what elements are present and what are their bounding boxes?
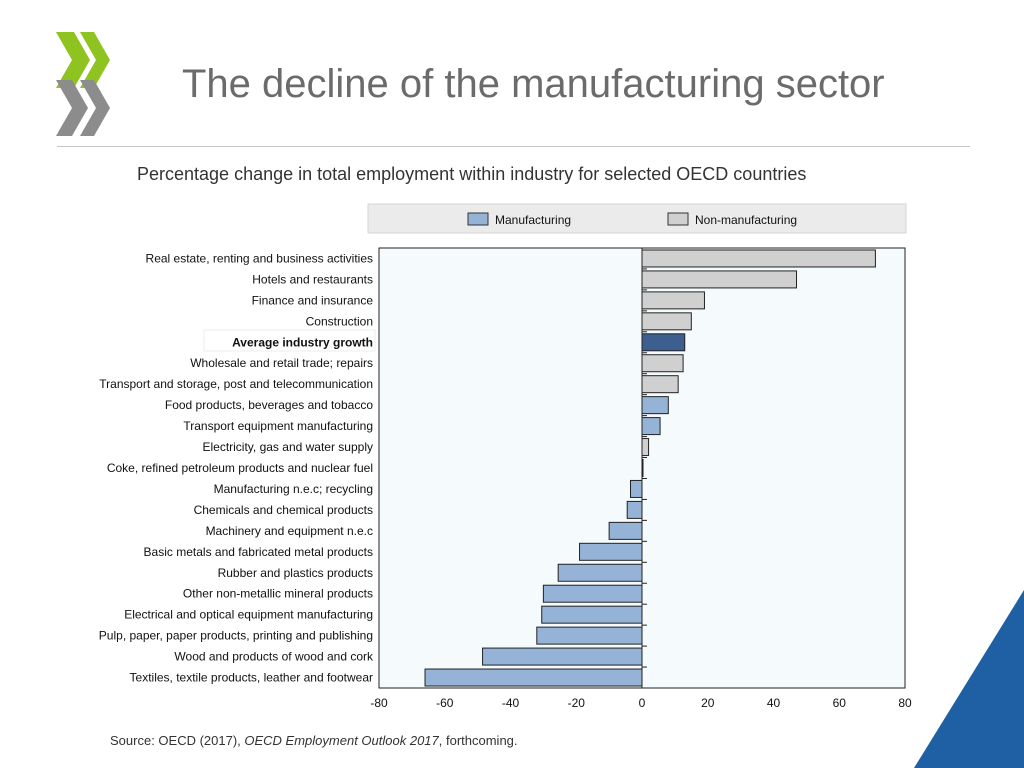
bar-6 [641,375,679,394]
legend-swatch-non-manufacturing [667,212,689,226]
category-label-1: Hotels and restaurants [252,272,373,286]
source-note: Source: OECD (2017), OECD Employment Out… [110,733,518,748]
category-label-16: Other non-metallic mineral products [183,587,373,601]
x-tick-label-6: 40 [767,696,781,710]
bar-8 [641,417,661,436]
bar-7 [641,396,669,415]
legend-box [367,203,907,234]
x-tick-label-0: -80 [370,696,388,710]
bar-11 [629,479,643,498]
category-label-12: Chemicals and chemical products [194,503,373,517]
x-tick-label-2: -40 [502,696,520,710]
category-label-8: Transport equipment manufacturing [183,419,373,433]
x-tick-label-3: -20 [568,696,586,710]
bar-20 [424,668,643,687]
x-tick-label-5: 20 [701,696,715,710]
category-label-18: Pulp, paper, paper products, printing an… [99,629,373,643]
x-tick-label-1: -60 [436,696,454,710]
category-label-2: Finance and insurance [252,293,374,307]
average-label-highlight [203,329,376,352]
bar-3 [641,312,692,331]
category-label-6: Transport and storage, post and telecomm… [99,377,373,391]
source-prefix: Source: OECD (2017), [110,733,245,748]
category-label-20: Textiles, textile products, leather and … [130,671,373,685]
category-label-14: Basic metals and fabricated metal produc… [144,545,373,559]
category-label-9: Electricity, gas and water supply [202,440,373,454]
category-label-13: Machinery and equipment n.e.c [206,524,373,538]
bar-9 [641,438,650,457]
category-label-19: Wood and products of wood and cork [174,650,374,664]
corner-decoration [914,590,1024,768]
category-label-17: Electrical and optical equipment manufac… [124,608,373,622]
category-label-4: Average industry growth [232,335,373,349]
bar-13 [608,521,643,540]
category-label-5: Wholesale and retail trade; repairs [190,356,373,370]
bar-2 [641,291,705,310]
title-divider [57,146,970,147]
bar-16 [542,584,643,603]
logo-chevron-gray-left [56,80,88,136]
category-label-3: Construction [306,314,373,328]
bar-17 [541,605,643,624]
source-suffix: , forthcoming. [438,733,518,748]
logo-chevron-gray-right [80,80,110,136]
bar-12 [626,500,643,519]
category-label-11: Manufacturing n.e.c; recycling [214,482,373,496]
oecd-logo [56,32,110,136]
category-label-15: Rubber and plastics products [218,566,373,580]
logo-chevron-green-right [80,32,110,88]
x-tick-label-4: 0 [639,696,646,710]
legend-swatch-manufacturing [467,212,489,226]
chart-subtitle: Percentage change in total employment wi… [137,164,807,184]
bar-5 [641,354,684,373]
category-label-7: Food products, beverages and tobacco [165,398,373,412]
logo-chevron-green-left [56,32,90,88]
legend-label-manufacturing: Manufacturing [495,213,571,227]
x-tick-label-7: 60 [833,696,847,710]
bar-18 [536,626,643,645]
category-label-10: Coke, refined petroleum products and nuc… [107,461,373,475]
bar-0 [641,249,876,268]
source-title: OECD Employment Outlook 2017 [244,733,439,748]
x-tick-label-8: 80 [898,696,912,710]
bar-14 [579,542,643,561]
bar-19 [482,647,643,666]
category-label-0: Real estate, renting and business activi… [146,251,373,265]
bar-15 [557,563,643,582]
legend-label-non-manufacturing: Non-manufacturing [695,213,797,227]
slide-title: The decline of the manufacturing sector [182,62,885,106]
bar-4 [641,333,686,352]
bar-1 [641,270,798,289]
